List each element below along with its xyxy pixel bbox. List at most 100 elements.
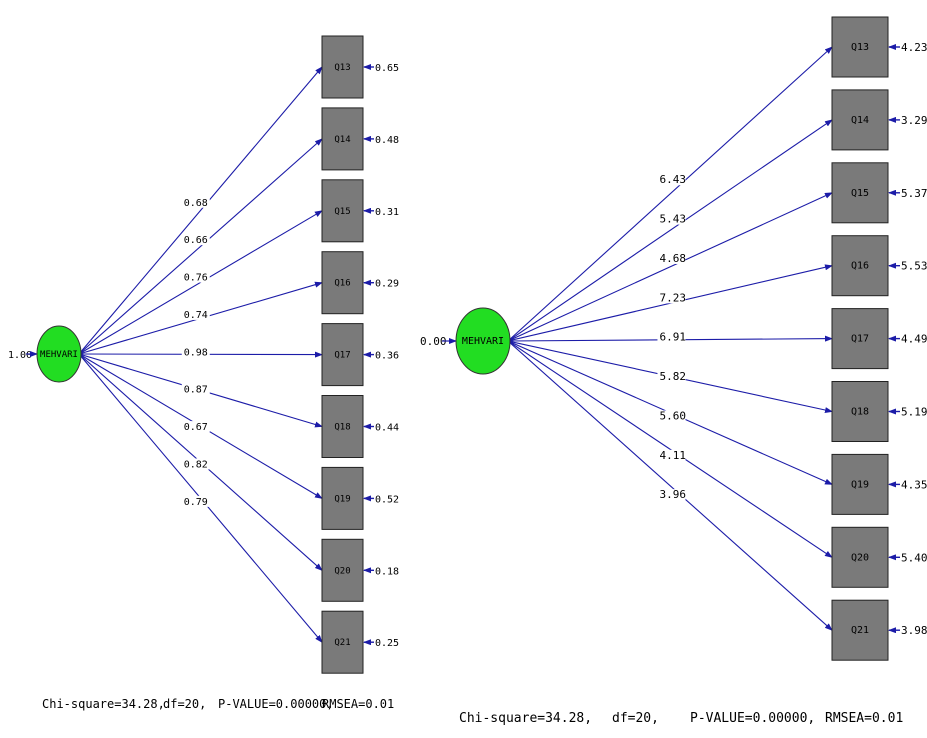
path-arrow-q16 bbox=[507, 264, 833, 342]
loading-label-bg bbox=[181, 234, 210, 246]
indicator-label-q17: Q17 bbox=[334, 351, 350, 361]
error-variance-q14: 3.29 bbox=[901, 114, 927, 127]
error-variance-q16: 5.53 bbox=[901, 260, 927, 273]
error-variance-q15: 5.37 bbox=[901, 187, 927, 200]
loading-label-q16: 0.74 bbox=[184, 310, 208, 321]
loading-label-bg bbox=[657, 449, 686, 461]
error-variance-q14: 0.48 bbox=[375, 135, 399, 146]
latent-variance-label: 0.00 bbox=[420, 335, 447, 348]
indicator-label-q14: Q14 bbox=[851, 115, 869, 126]
indicator-box-q17 bbox=[831, 308, 889, 370]
indicator-label-q14: Q14 bbox=[334, 135, 350, 145]
error-variance-q21: 0.25 bbox=[375, 638, 399, 649]
left-rmsea: RMSEA=0.01 bbox=[322, 697, 394, 711]
loading-label-bg bbox=[657, 252, 686, 264]
indicator-box-q15 bbox=[831, 162, 889, 224]
error-variance-q19: 0.52 bbox=[375, 494, 399, 505]
error-variance-q13: 4.23 bbox=[901, 41, 927, 54]
indicator-box-q20 bbox=[831, 526, 889, 588]
loading-label-bg bbox=[657, 174, 686, 186]
indicator-label-q17: Q17 bbox=[851, 334, 869, 345]
left-p-value: P-VALUE=0.00000, bbox=[218, 697, 334, 711]
path-arrow-q14 bbox=[78, 138, 323, 355]
latent-variance-label: 1.00 bbox=[8, 350, 32, 361]
latent-variable-label: MEHVARI bbox=[462, 336, 504, 347]
loading-label-q18: 0.87 bbox=[184, 385, 208, 396]
indicator-label-q18: Q18 bbox=[851, 407, 869, 418]
indicator-label-q21: Q21 bbox=[334, 638, 350, 648]
indicator-label-q21: Q21 bbox=[851, 625, 869, 636]
loading-label-bg bbox=[657, 213, 686, 225]
error-variance-q16: 0.29 bbox=[375, 279, 399, 290]
loading-label-q20: 4.11 bbox=[659, 449, 686, 462]
left-path-model: 1.00 0.68 Q13 0.65 0.66 Q14 0.48 0.76 Q15 0.31 0.7… bbox=[8, 35, 399, 674]
indicator-label-q16: Q16 bbox=[334, 279, 350, 289]
error-variance-q18: 5.19 bbox=[901, 406, 927, 419]
error-variance-q18: 0.44 bbox=[375, 423, 399, 434]
latent-variable-ellipse bbox=[36, 325, 82, 383]
loading-label-bg bbox=[657, 331, 686, 343]
indicator-label-q15: Q15 bbox=[334, 207, 350, 217]
indicator-label-q18: Q18 bbox=[334, 423, 350, 433]
path-arrow-q21 bbox=[507, 340, 833, 631]
loading-label-bg bbox=[657, 410, 686, 422]
indicator-label-q15: Q15 bbox=[851, 188, 869, 199]
right-path-model: 0.00 6.43 Q13 4.23 5.43 Q14 3.29 4.68 Q15 5.37 7.2… bbox=[420, 16, 927, 661]
loading-label-bg bbox=[657, 371, 686, 383]
indicator-box-q14 bbox=[831, 89, 889, 151]
indicator-label-q20: Q20 bbox=[851, 552, 869, 563]
right-rmsea: RMSEA=0.01 bbox=[825, 711, 903, 726]
loading-label-bg bbox=[181, 271, 210, 283]
path-arrow-q15 bbox=[507, 192, 833, 342]
error-variance-q20: 5.40 bbox=[901, 551, 927, 564]
right-footer: Chi-square=34.28, df=20, P-VALUE=0.00000… bbox=[459, 711, 903, 726]
loading-label-q14: 5.43 bbox=[659, 213, 686, 226]
right-df: df=20, bbox=[612, 711, 659, 726]
indicator-box-q13 bbox=[831, 16, 889, 78]
path-arrow-q20 bbox=[507, 340, 833, 558]
error-variance-q15: 0.31 bbox=[375, 207, 399, 218]
loading-label-bg bbox=[181, 308, 210, 320]
indicator-box-q17 bbox=[321, 323, 364, 387]
error-variance-q19: 4.35 bbox=[901, 478, 927, 491]
indicator-label-q16: Q16 bbox=[851, 261, 869, 272]
left-df: df=20, bbox=[163, 697, 206, 711]
indicator-label-q20: Q20 bbox=[334, 566, 350, 576]
indicator-box-q20 bbox=[321, 538, 364, 602]
right-p-value: P-VALUE=0.00000, bbox=[690, 711, 815, 726]
error-variance-q20: 0.18 bbox=[375, 566, 399, 577]
path-arrow-q13 bbox=[78, 66, 323, 355]
loading-label-bg bbox=[181, 458, 210, 470]
error-variance-q17: 0.36 bbox=[375, 351, 399, 362]
loading-label-q15: 0.76 bbox=[184, 273, 208, 284]
loading-label-bg bbox=[181, 495, 210, 507]
path-arrow-q13 bbox=[507, 46, 833, 342]
indicator-label-q19: Q19 bbox=[334, 494, 350, 504]
left-footer: Chi-square=34.28, df=20, P-VALUE=0.00000… bbox=[42, 697, 394, 711]
loading-label-bg bbox=[181, 383, 210, 395]
loading-label-q17: 0.98 bbox=[184, 347, 208, 358]
loading-label-bg bbox=[181, 346, 210, 358]
left-chi-square: Chi-square=34.28, bbox=[42, 697, 165, 711]
latent-variable-label: MEHVARI bbox=[40, 350, 78, 360]
path-arrow-q14 bbox=[507, 119, 833, 342]
indicator-label-q13: Q13 bbox=[851, 42, 869, 53]
indicator-label-q13: Q13 bbox=[334, 63, 350, 73]
error-variance-q13: 0.65 bbox=[375, 63, 399, 74]
indicator-box-q21 bbox=[831, 599, 889, 661]
loading-label-bg bbox=[181, 196, 210, 208]
loading-label-q21: 3.96 bbox=[659, 488, 686, 501]
loading-label-q16: 7.23 bbox=[659, 291, 686, 304]
loading-label-q19: 5.60 bbox=[659, 409, 686, 422]
loading-label-q21: 0.79 bbox=[184, 497, 208, 508]
loading-label-q13: 0.68 bbox=[184, 198, 208, 209]
error-variance-q21: 3.98 bbox=[901, 624, 927, 637]
indicator-label-q19: Q19 bbox=[851, 479, 869, 490]
error-variance-q17: 4.49 bbox=[901, 333, 927, 346]
loading-label-q18: 5.82 bbox=[659, 370, 686, 383]
indicator-box-q13 bbox=[321, 35, 364, 99]
indicator-box-q18 bbox=[321, 395, 364, 458]
loading-label-q19: 0.67 bbox=[184, 422, 208, 433]
loading-label-q20: 0.82 bbox=[184, 459, 208, 470]
latent-variable-ellipse bbox=[455, 307, 511, 375]
